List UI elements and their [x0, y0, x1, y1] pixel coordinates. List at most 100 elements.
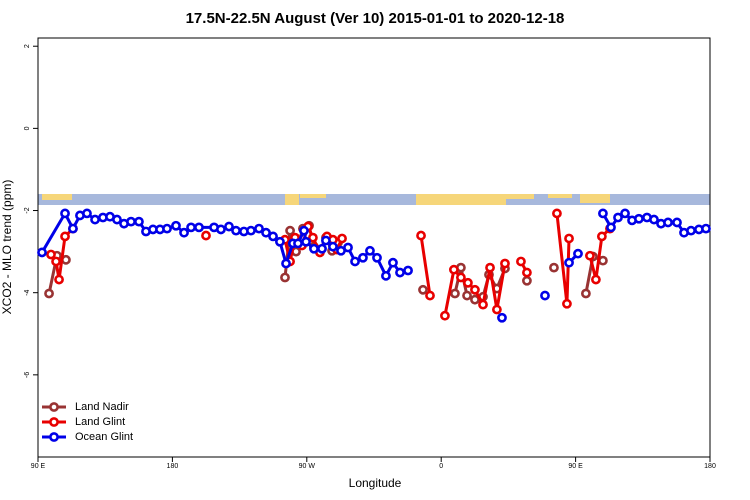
data-point	[60, 231, 70, 242]
data-point	[275, 236, 285, 247]
data-point	[416, 230, 426, 241]
data-point	[598, 255, 608, 266]
data-point	[179, 227, 189, 238]
x-tick-label: 180	[167, 463, 179, 470]
data-point	[585, 250, 595, 261]
data-point	[281, 258, 291, 269]
legend-marker	[49, 402, 59, 412]
data-point	[456, 272, 466, 283]
data-point	[60, 208, 70, 219]
data-point	[686, 225, 696, 236]
data-point	[613, 212, 623, 223]
x-tick-label: 90 E	[31, 463, 46, 470]
data-point	[485, 262, 495, 273]
data-point	[470, 294, 480, 305]
data-point	[564, 233, 574, 244]
data-point	[321, 235, 331, 246]
data-point	[663, 217, 673, 228]
data-point	[522, 275, 532, 286]
data-point	[350, 256, 360, 267]
data-point	[500, 258, 510, 269]
legend-marker	[49, 417, 59, 427]
data-point	[581, 288, 591, 299]
data-point	[246, 225, 256, 236]
data-point	[82, 208, 92, 219]
series-line	[49, 213, 611, 316]
data-point	[54, 274, 64, 285]
data-point	[492, 304, 502, 315]
data-point	[201, 230, 211, 241]
legend-label: Ocean Glint	[75, 431, 133, 443]
data-point	[425, 290, 435, 301]
data-point	[337, 233, 347, 244]
data-point	[634, 213, 644, 224]
data-point	[620, 208, 630, 219]
plot-frame	[37, 37, 711, 458]
data-point	[224, 221, 234, 232]
data-point	[564, 257, 574, 268]
data-point	[497, 312, 507, 323]
data-point	[388, 257, 398, 268]
data-point	[68, 223, 78, 234]
x-tick-label: 0	[439, 463, 443, 470]
data-point	[280, 272, 290, 283]
data-point	[162, 223, 172, 234]
data-point	[171, 220, 181, 231]
data-point	[606, 222, 616, 233]
data-point	[448, 264, 459, 275]
data-point	[701, 223, 711, 234]
y-axis-label: XCO2 - MLO trend (ppm)	[0, 180, 14, 315]
data-point	[672, 217, 682, 228]
y-tick-label: 0	[24, 126, 31, 130]
data-point	[516, 256, 526, 267]
data-point	[293, 238, 303, 249]
y-tick-label: -6	[24, 372, 31, 378]
data-point	[299, 225, 309, 236]
data-point	[51, 256, 61, 267]
data-point	[285, 225, 295, 236]
data-point	[381, 270, 391, 281]
y-tick-label: -4	[24, 289, 31, 295]
land-ocean-strip	[38, 194, 710, 205]
data-point	[216, 224, 226, 235]
data-point	[308, 232, 318, 243]
legend-label: Land Nadir	[75, 401, 129, 413]
data-point	[254, 223, 264, 234]
data-point	[463, 277, 473, 288]
data-point	[372, 252, 382, 263]
data-point	[301, 236, 311, 247]
legend-label: Land Glint	[75, 416, 125, 428]
data-point	[598, 208, 608, 219]
data-point	[328, 241, 338, 252]
data-point	[194, 222, 204, 233]
data-point	[462, 290, 472, 301]
data-point	[134, 216, 144, 227]
data-point	[649, 214, 659, 225]
data-point	[365, 245, 375, 256]
data-point	[478, 299, 488, 310]
data-point	[591, 274, 601, 285]
x-axis-label: Longitude	[349, 476, 402, 490]
data-point	[450, 288, 460, 299]
data-point	[540, 290, 550, 301]
legend-marker	[49, 432, 59, 442]
y-tick-label: 2	[24, 44, 31, 48]
data-point	[395, 267, 405, 278]
data-point	[522, 267, 532, 278]
y-tick-label: -2	[24, 207, 31, 213]
data-point	[44, 288, 54, 299]
data-point	[309, 243, 319, 254]
data-point	[552, 208, 562, 219]
data-point	[418, 284, 428, 295]
data-point	[268, 231, 278, 242]
data-point	[403, 265, 413, 276]
data-point	[470, 284, 480, 295]
chart-title: 17.5N-22.5N August (Ver 10) 2015-01-01 t…	[186, 10, 565, 27]
x-tick-label: 90 E	[568, 463, 583, 470]
data-point	[231, 225, 241, 236]
data-point	[549, 262, 559, 273]
data-point	[596, 231, 607, 242]
data-point	[261, 227, 271, 238]
data-point	[317, 243, 327, 254]
